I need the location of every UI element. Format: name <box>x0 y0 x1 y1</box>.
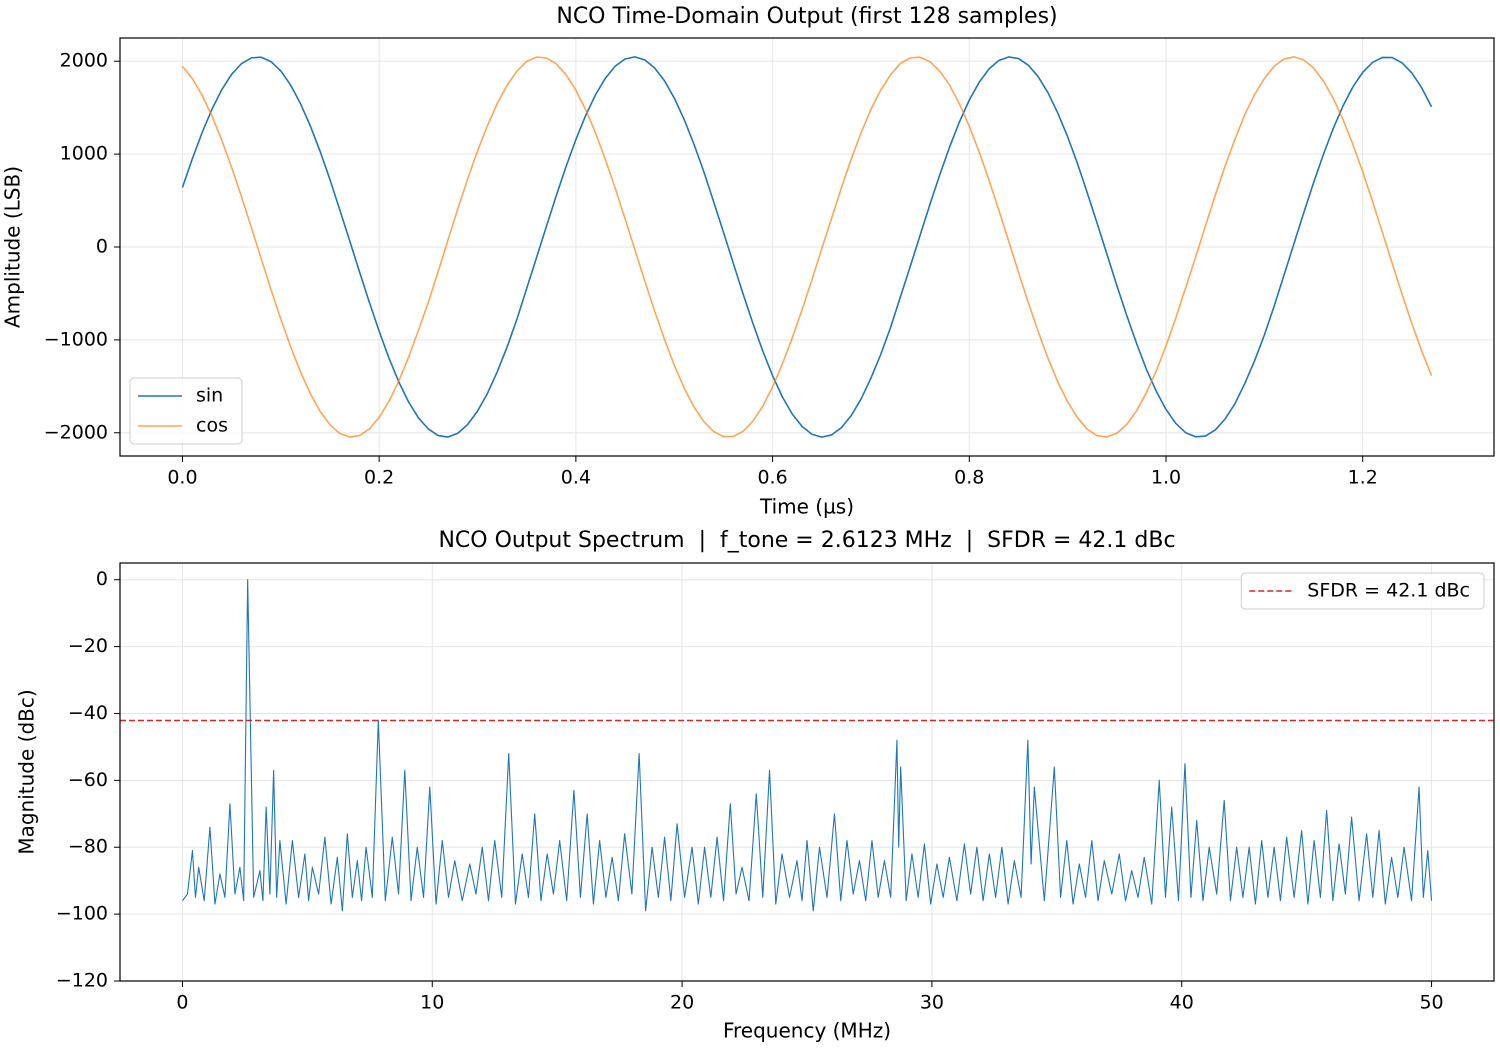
series-line <box>182 579 1433 912</box>
chart-title: NCO Output Spectrum | f_tone = 2.6123 MH… <box>438 528 1175 553</box>
x-axis-label: Frequency (MHz) <box>723 1019 891 1043</box>
y-tick-label: −60 <box>68 769 108 791</box>
series-line <box>181 56 1433 438</box>
chart-title: NCO Time-Domain Output (first 128 sample… <box>556 4 1057 29</box>
legend: SFDR = 42.1 dBc <box>1240 572 1485 610</box>
x-tick-label: 1.0 <box>1151 467 1181 489</box>
x-tick-label: 0.2 <box>364 467 394 489</box>
x-tick-label: 1.2 <box>1348 467 1378 489</box>
y-tick-label: −120 <box>56 970 108 992</box>
y-tick-label: 0 <box>96 568 108 590</box>
axes-frame <box>119 562 1495 982</box>
axes-frame <box>119 37 1495 457</box>
y-tick-label: −2000 <box>44 421 108 443</box>
x-axis-label: Time (µs) <box>759 495 854 519</box>
x-tick-label: 0.8 <box>954 467 984 489</box>
x-tick-label: 30 <box>920 992 944 1014</box>
y-tick-label: −20 <box>68 635 108 657</box>
legend-box <box>1240 572 1485 610</box>
series-line <box>181 56 1433 438</box>
x-tick-label: 0.0 <box>167 467 197 489</box>
y-tick-label: 0 <box>96 236 108 258</box>
legend: sin cos <box>129 377 243 445</box>
y-tick-label: 2000 <box>60 50 108 72</box>
y-axis-label: Magnitude (dBc) <box>15 689 39 854</box>
legend-label: sin <box>196 385 223 407</box>
plot-area <box>120 579 1494 912</box>
x-tick-label: 40 <box>1170 992 1194 1014</box>
y-tick-label: −1000 <box>44 328 108 350</box>
legend-label: cos <box>196 415 228 437</box>
legend-label: SFDR = 42.1 dBc <box>1307 580 1470 602</box>
y-tick-label: −40 <box>68 702 108 724</box>
y-tick-label: −80 <box>68 836 108 858</box>
x-tick-label: 20 <box>670 992 694 1014</box>
x-tick-label: 0 <box>176 992 188 1014</box>
y-axis-label: Amplitude (LSB) <box>1 166 25 328</box>
axes: 0.0 0.2 0.4 0.6 0.8 1.0 1.2 −2000 −1000 0 1000 2000… <box>1 4 1495 519</box>
x-tick-label: 10 <box>420 992 444 1014</box>
axes: 0 10 20 30 40 50 −120 −100 −80 −60 −40 −20 0 NCO Outp… <box>15 528 1495 1043</box>
x-tick-label: 50 <box>1419 992 1443 1014</box>
plot-area <box>181 56 1433 438</box>
x-tick-label: 0.4 <box>561 467 591 489</box>
y-tick-label: 1000 <box>60 143 108 165</box>
legend-box <box>129 377 243 445</box>
x-tick-label: 0.6 <box>757 467 787 489</box>
y-tick-label: −100 <box>56 903 108 925</box>
